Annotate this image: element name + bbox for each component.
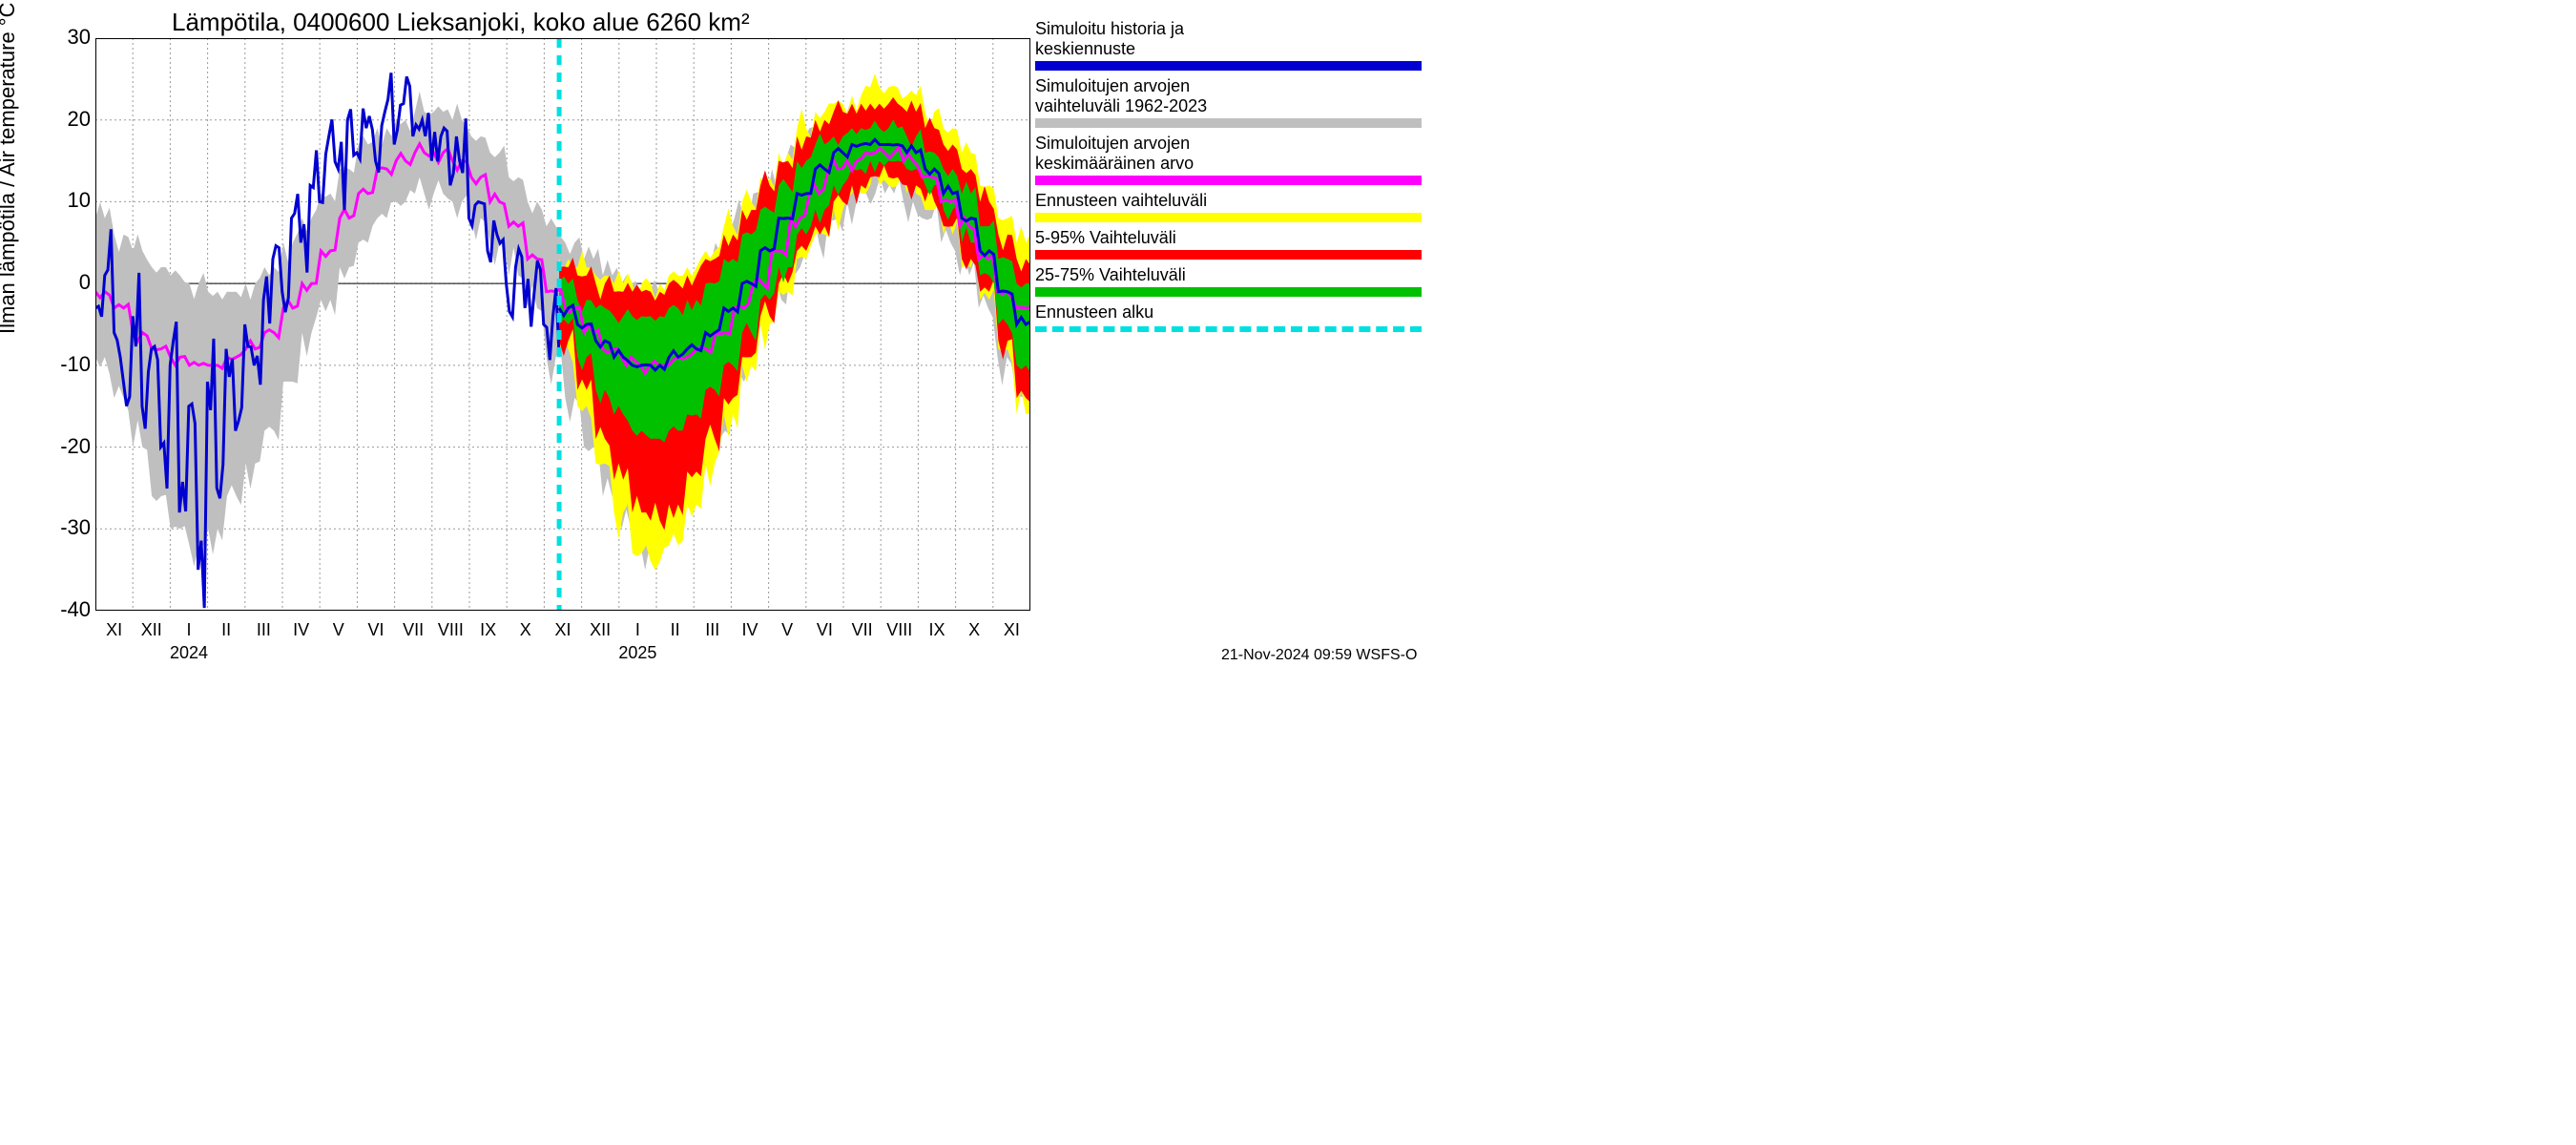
legend-item: Simuloitujen arvojenvaihteluväli 1962-20… [1035, 76, 1422, 128]
legend-swatch [1035, 326, 1422, 332]
y-tick-label: -10 [33, 352, 91, 377]
legend-text: keskiennuste [1035, 39, 1422, 59]
x-tick-label: VII [403, 620, 424, 640]
x-tick-label: I [186, 620, 191, 640]
x-tick-label: V [781, 620, 793, 640]
x-tick-label: VIII [438, 620, 464, 640]
x-tick-label: IX [480, 620, 496, 640]
x-tick-label: X [968, 620, 980, 640]
x-tick-label: I [635, 620, 640, 640]
y-tick-label: -40 [33, 597, 91, 622]
y-tick-label: 0 [33, 270, 91, 295]
legend-text: Ennusteen alku [1035, 302, 1422, 323]
legend-swatch [1035, 118, 1422, 128]
legend-text: Ennusteen vaihteluväli [1035, 191, 1422, 211]
chart-plot [95, 38, 1030, 611]
legend-swatch [1035, 287, 1422, 297]
x-tick-label: X [520, 620, 531, 640]
legend-text: keskimääräinen arvo [1035, 154, 1422, 174]
chart-page: Lämpötila, 0400600 Lieksanjoki, koko alu… [0, 0, 1431, 668]
y-tick-label: -30 [33, 515, 91, 540]
x-tick-label: XI [1004, 620, 1020, 640]
legend-item: Ennusteen alku [1035, 302, 1422, 332]
x-tick-label: XI [106, 620, 122, 640]
x-tick-label: II [671, 620, 680, 640]
legend-text: Simuloitujen arvojen [1035, 76, 1422, 96]
legend-swatch [1035, 213, 1422, 222]
x-tick-label: XII [590, 620, 611, 640]
x-tick-label: IV [293, 620, 309, 640]
chart-title: Lämpötila, 0400600 Lieksanjoki, koko alu… [172, 8, 750, 37]
x-tick-label: VI [367, 620, 384, 640]
x-tick-label: VI [817, 620, 833, 640]
legend-item: 5-95% Vaihteluväli [1035, 228, 1422, 260]
x-tick-label: IV [741, 620, 758, 640]
legend-item: Simuloitujen arvojenkeskimääräinen arvo [1035, 134, 1422, 185]
legend-swatch [1035, 61, 1422, 71]
legend-text: 5-95% Vaihteluväli [1035, 228, 1422, 248]
x-tick-label: III [257, 620, 271, 640]
x-year-label: 2025 [618, 643, 656, 663]
chart-legend: Simuloitu historia jakeskiennusteSimuloi… [1035, 19, 1422, 338]
x-tick-label: VII [852, 620, 873, 640]
y-tick-label: 10 [33, 188, 91, 213]
x-year-label: 2024 [170, 643, 208, 663]
legend-text: Simuloitujen arvojen [1035, 134, 1422, 154]
x-tick-label: V [333, 620, 344, 640]
x-tick-label: IX [928, 620, 945, 640]
y-tick-label: -20 [33, 434, 91, 459]
legend-text: vaihteluväli 1962-2023 [1035, 96, 1422, 116]
legend-item: Ennusteen vaihteluväli [1035, 191, 1422, 222]
y-tick-label: 30 [33, 25, 91, 50]
legend-swatch [1035, 176, 1422, 185]
x-tick-label: XII [141, 620, 162, 640]
y-axis-label: Ilman lämpötila / Air temperature °C [0, 3, 20, 335]
x-tick-label: III [705, 620, 719, 640]
legend-swatch [1035, 250, 1422, 260]
x-tick-label: XI [554, 620, 571, 640]
legend-item: Simuloitu historia jakeskiennuste [1035, 19, 1422, 71]
legend-text: 25-75% Vaihteluväli [1035, 265, 1422, 285]
y-tick-label: 20 [33, 107, 91, 132]
x-tick-label: II [221, 620, 231, 640]
timestamp-footer: 21-Nov-2024 09:59 WSFS-O [1221, 647, 1417, 664]
x-tick-label: VIII [886, 620, 912, 640]
legend-text: Simuloitu historia ja [1035, 19, 1422, 39]
legend-item: 25-75% Vaihteluväli [1035, 265, 1422, 297]
